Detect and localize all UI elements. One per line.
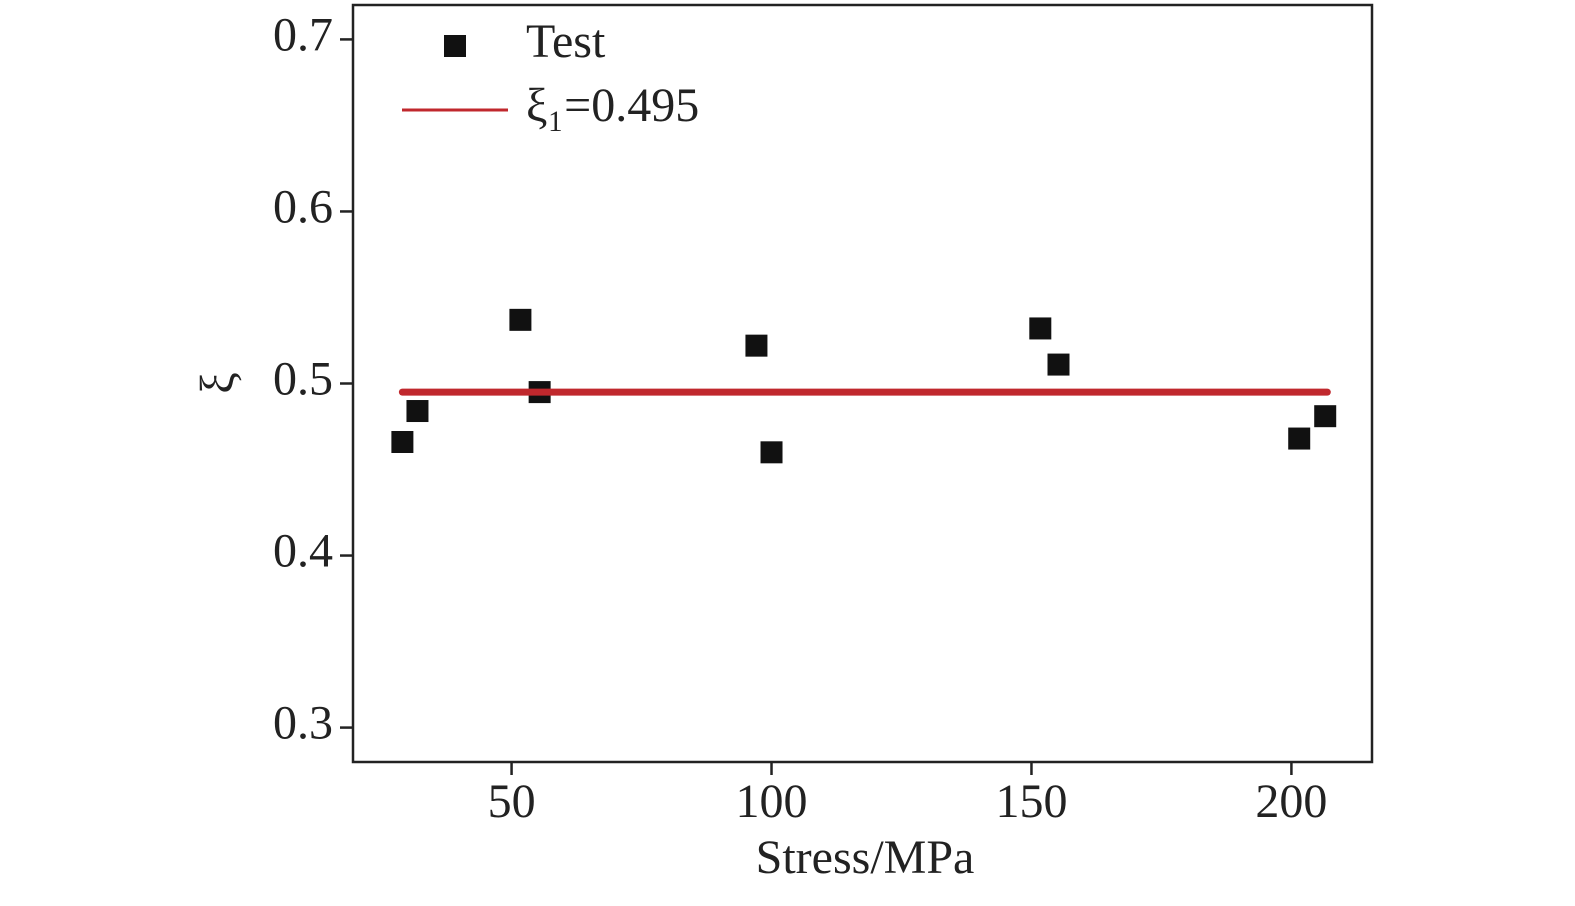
y-axis-label: ξ (191, 372, 244, 393)
legend-label: Test (526, 15, 606, 68)
y-tick-label: 0.6 (273, 180, 333, 233)
data-point (760, 441, 783, 464)
x-tick-label: 50 (488, 775, 536, 828)
data-point (509, 308, 532, 331)
x-axis-label: Stress/MPa (756, 831, 975, 884)
data-point (1029, 317, 1052, 340)
legend-label: ξ₁=0.495 (526, 79, 699, 132)
data-point (406, 400, 429, 423)
data-point (1047, 353, 1070, 376)
y-tick-label: 0.3 (273, 697, 333, 750)
data-point (745, 334, 768, 357)
y-tick-label: 0.5 (273, 353, 333, 406)
y-tick-label: 0.7 (273, 8, 333, 61)
data-point (1288, 427, 1311, 450)
data-point (391, 430, 414, 453)
legend-marker (444, 35, 466, 57)
data-point (1314, 405, 1337, 428)
plot-frame (351, 3, 1374, 764)
x-tick-label: 150 (995, 775, 1067, 828)
x-tick-label: 200 (1255, 775, 1327, 828)
x-tick-label: 100 (736, 775, 808, 828)
y-tick-label: 0.4 (273, 525, 333, 578)
